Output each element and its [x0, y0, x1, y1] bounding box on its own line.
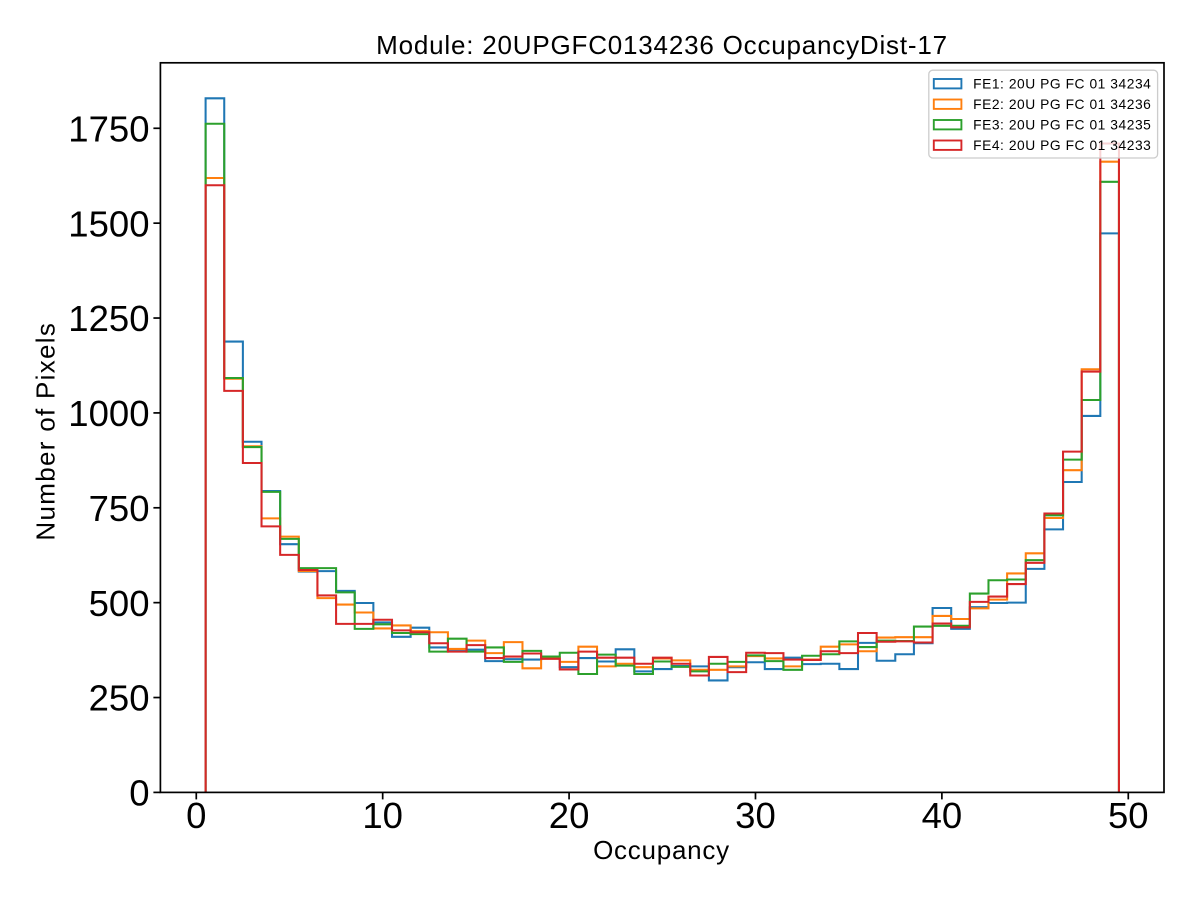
svg-text:Occupancy: Occupancy [593, 835, 730, 865]
svg-text:500: 500 [89, 583, 150, 624]
svg-text:750: 750 [89, 488, 150, 529]
svg-text:Module: 20UPGFC0134236 Occupan: Module: 20UPGFC0134236 OccupancyDist-17 [376, 30, 948, 60]
svg-text:FE2: 20U PG FC 01 34236: FE2: 20U PG FC 01 34236 [973, 97, 1151, 112]
svg-text:250: 250 [89, 678, 150, 719]
svg-text:1250: 1250 [68, 298, 149, 339]
svg-text:FE3: 20U PG FC 01 34235: FE3: 20U PG FC 01 34235 [973, 118, 1151, 133]
svg-text:30: 30 [735, 795, 776, 836]
svg-text:50: 50 [1108, 795, 1149, 836]
svg-text:40: 40 [922, 795, 963, 836]
svg-text:20: 20 [549, 795, 590, 836]
svg-text:Number of Pixels: Number of Pixels [31, 322, 61, 541]
svg-text:FE4: 20U PG FC 01 34233: FE4: 20U PG FC 01 34233 [973, 138, 1151, 153]
svg-text:1750: 1750 [68, 108, 149, 149]
svg-text:10: 10 [362, 795, 403, 836]
svg-text:0: 0 [129, 773, 149, 814]
svg-text:FE1: 20U PG FC 01 34234: FE1: 20U PG FC 01 34234 [973, 77, 1151, 92]
svg-text:1500: 1500 [68, 203, 149, 244]
svg-text:1000: 1000 [68, 393, 149, 434]
svg-text:0: 0 [186, 795, 206, 836]
